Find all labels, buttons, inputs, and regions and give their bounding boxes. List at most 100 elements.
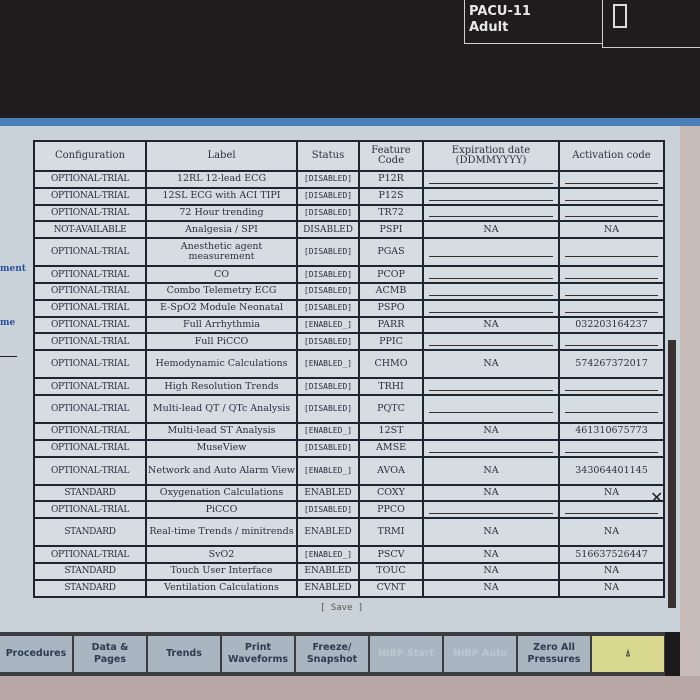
expiration-input[interactable] xyxy=(429,390,553,392)
table-row: OPTIONAL-TRIAL Multi-lead QT / QTc Analys… xyxy=(33,393,665,424)
expiration-input[interactable] xyxy=(429,412,553,414)
activation-input[interactable] xyxy=(565,311,658,313)
location-label: PACU-11 xyxy=(469,4,531,19)
toolbar-button[interactable]: Zero All Pressures xyxy=(518,636,590,672)
activation-cell[interactable] xyxy=(558,500,665,520)
activation-cell: 032203164237 xyxy=(558,315,665,335)
close-icon[interactable]: ✕ xyxy=(650,488,664,507)
activation-input[interactable] xyxy=(565,255,658,257)
expiration-cell[interactable] xyxy=(422,377,560,396)
activation-cell[interactable] xyxy=(558,438,665,458)
side-menu-item[interactable]: ment xyxy=(0,264,26,274)
expiration-input[interactable] xyxy=(429,199,553,201)
config-cell: OPTIONAL-TRIAL xyxy=(33,237,147,268)
activation-input[interactable] xyxy=(565,216,658,218)
toolbar-button[interactable]: Procedures xyxy=(0,636,72,672)
toolbar-button[interactable]: Print Waveforms xyxy=(222,636,294,672)
activation-input[interactable] xyxy=(565,294,658,296)
battery-icon xyxy=(613,4,627,28)
expiration-input[interactable] xyxy=(429,294,553,296)
activation-cell[interactable] xyxy=(558,332,665,352)
table-row: OPTIONAL-TRIAL Multi-lead ST Analysis [ENA… xyxy=(33,421,665,441)
activation-cell[interactable] xyxy=(558,203,665,223)
expiration-cell[interactable] xyxy=(422,298,560,318)
table-row: STANDARD Real-time Trends / minitrends ENA… xyxy=(33,517,665,548)
expiration-cell[interactable] xyxy=(422,203,560,223)
activation-cell[interactable] xyxy=(558,298,665,318)
activation-cell[interactable] xyxy=(558,377,665,396)
label-cell: MuseView xyxy=(145,438,298,458)
expiration-cell: NA xyxy=(422,421,560,441)
code-cell: COXY xyxy=(358,483,424,503)
column-header: Expiration date (DDMMYYYY) xyxy=(422,140,560,172)
save-button[interactable]: [ Save ] xyxy=(320,603,364,613)
scrollbar[interactable] xyxy=(668,340,676,608)
label-cell: Multi-lead ST Analysis xyxy=(145,421,298,441)
toolbar-button[interactable]: NIBP Start xyxy=(370,636,442,672)
column-header: Label xyxy=(145,140,298,172)
activation-input[interactable] xyxy=(565,451,658,453)
code-cell: PSCV xyxy=(358,545,424,564)
expiration-cell[interactable] xyxy=(422,265,560,284)
activation-cell[interactable] xyxy=(558,281,665,301)
activation-cell[interactable] xyxy=(558,237,665,268)
code-cell: PPCO xyxy=(358,500,424,520)
code-cell: PPIC xyxy=(358,332,424,352)
toolbar-button[interactable]: NIBP Auto xyxy=(444,636,516,672)
activation-input[interactable] xyxy=(565,412,658,414)
activation-cell: 516637526447 xyxy=(558,545,665,564)
side-menu-item[interactable]: me xyxy=(0,318,16,328)
expiration-input[interactable] xyxy=(429,278,553,280)
config-cell: OPTIONAL-TRIAL xyxy=(33,265,147,284)
expiration-cell[interactable] xyxy=(422,393,560,424)
alarm-silence-button[interactable]: ⍋ xyxy=(592,636,664,672)
activation-input[interactable] xyxy=(565,513,658,515)
code-cell: PQTC xyxy=(358,393,424,424)
activation-cell: NA xyxy=(558,483,665,503)
activation-cell: NA xyxy=(558,220,665,240)
expiration-input[interactable] xyxy=(429,311,553,313)
expiration-cell[interactable] xyxy=(422,281,560,301)
toolbar-button[interactable]: Freeze/ Snapshot xyxy=(296,636,368,672)
activation-cell[interactable] xyxy=(558,393,665,424)
expiration-cell[interactable] xyxy=(422,500,560,520)
toolbar-button[interactable]: Trends xyxy=(148,636,220,672)
patient-info-box[interactable]: PACU-11 Adult xyxy=(464,0,602,44)
status-cell: [ENABLED_] xyxy=(296,421,360,441)
status-cell: [DISABLED] xyxy=(296,332,360,352)
expiration-input[interactable] xyxy=(429,345,553,347)
label-cell: CO xyxy=(145,265,298,284)
table-row: STANDARD Ventilation Calculations ENABLED C… xyxy=(33,578,665,598)
toolbar-button[interactable]: Data & Pages xyxy=(74,636,146,672)
config-cell: OPTIONAL-TRIAL xyxy=(33,170,147,189)
label-cell: Oxygenation Calculations xyxy=(145,483,298,503)
activation-cell[interactable] xyxy=(558,186,665,206)
expiration-cell: NA xyxy=(422,315,560,335)
table-row: STANDARD Touch User Interface ENABLED TOUC N… xyxy=(33,561,665,581)
expiration-cell[interactable] xyxy=(422,438,560,458)
patient-type-label: Adult xyxy=(469,20,509,35)
config-cell: OPTIONAL-TRIAL xyxy=(33,281,147,301)
expiration-cell[interactable] xyxy=(422,332,560,352)
expiration-input[interactable] xyxy=(429,451,553,453)
expiration-cell: NA xyxy=(422,561,560,581)
activation-input[interactable] xyxy=(565,390,658,392)
expiration-cell: NA xyxy=(422,349,560,380)
activation-input[interactable] xyxy=(565,199,658,201)
activation-cell[interactable] xyxy=(558,265,665,284)
activation-input[interactable] xyxy=(565,345,658,347)
activation-cell: NA xyxy=(558,561,665,581)
expiration-cell[interactable] xyxy=(422,186,560,206)
expiration-cell: NA xyxy=(422,220,560,240)
activation-input[interactable] xyxy=(565,278,658,280)
expiration-input[interactable] xyxy=(429,216,553,218)
expiration-input[interactable] xyxy=(429,182,553,184)
expiration-cell[interactable] xyxy=(422,237,560,268)
code-cell: PARR xyxy=(358,315,424,335)
expiration-input[interactable] xyxy=(429,513,553,515)
expiration-cell[interactable] xyxy=(422,170,560,189)
table-row: OPTIONAL-TRIAL Hemodynamic Calculations [E… xyxy=(33,349,665,380)
expiration-input[interactable] xyxy=(429,255,553,257)
activation-input[interactable] xyxy=(565,182,658,184)
activation-cell[interactable] xyxy=(558,170,665,189)
